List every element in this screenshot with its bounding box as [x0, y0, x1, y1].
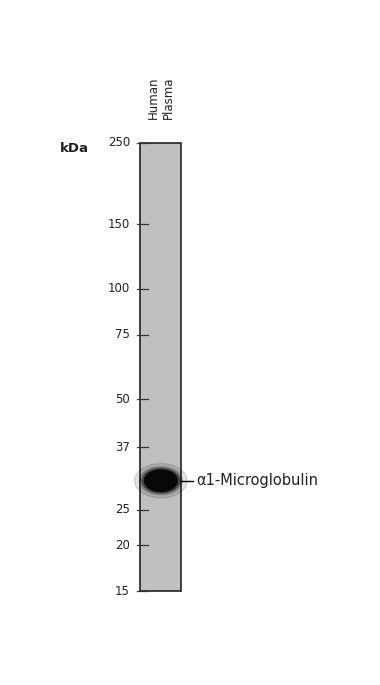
Ellipse shape — [142, 469, 180, 493]
Text: 37: 37 — [115, 441, 130, 453]
Text: kDa: kDa — [60, 142, 89, 155]
Text: 15: 15 — [115, 585, 130, 598]
Bar — [140, 143, 182, 591]
Text: 50: 50 — [115, 393, 130, 406]
Text: 100: 100 — [108, 282, 130, 295]
Text: 25: 25 — [115, 503, 130, 516]
Ellipse shape — [139, 466, 182, 495]
Ellipse shape — [144, 470, 177, 492]
Text: 150: 150 — [108, 218, 130, 231]
Text: α1-Microglobulin: α1-Microglobulin — [196, 473, 318, 488]
Text: Human
Plasma: Human Plasma — [147, 77, 175, 119]
Text: 250: 250 — [108, 136, 130, 149]
Text: 75: 75 — [115, 328, 130, 341]
Text: 20: 20 — [115, 539, 130, 552]
Ellipse shape — [135, 464, 187, 498]
